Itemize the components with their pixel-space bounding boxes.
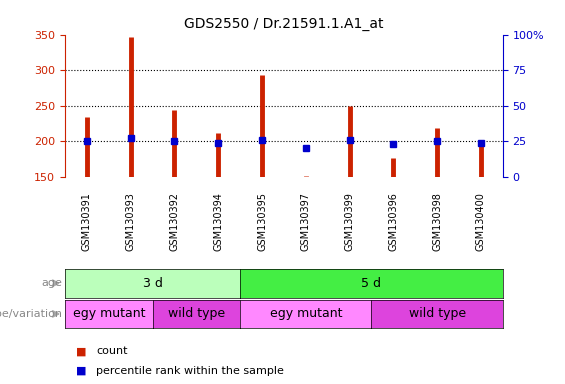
Text: GSM130392: GSM130392 [170,192,180,251]
Text: count: count [96,346,128,356]
Text: ■: ■ [76,346,87,356]
Text: wild type: wild type [408,308,466,320]
Text: GSM130394: GSM130394 [213,192,223,251]
Text: 5 d: 5 d [362,277,381,290]
Text: genotype/variation: genotype/variation [0,309,62,319]
Text: GSM130399: GSM130399 [345,192,355,251]
Text: GSM130395: GSM130395 [257,192,267,251]
Text: 3 d: 3 d [142,277,163,290]
Title: GDS2550 / Dr.21591.1.A1_at: GDS2550 / Dr.21591.1.A1_at [184,17,384,31]
Text: egy mutant: egy mutant [270,308,342,320]
Text: GSM130393: GSM130393 [125,192,136,251]
Text: GSM130398: GSM130398 [432,192,442,251]
Text: GSM130396: GSM130396 [388,192,398,251]
Text: egy mutant: egy mutant [72,308,145,320]
Text: ■: ■ [76,366,87,376]
Text: GSM130397: GSM130397 [301,192,311,251]
Text: GSM130400: GSM130400 [476,192,486,251]
Text: percentile rank within the sample: percentile rank within the sample [96,366,284,376]
Text: GSM130391: GSM130391 [82,192,92,251]
Text: wild type: wild type [168,308,225,320]
Text: age: age [41,278,62,288]
